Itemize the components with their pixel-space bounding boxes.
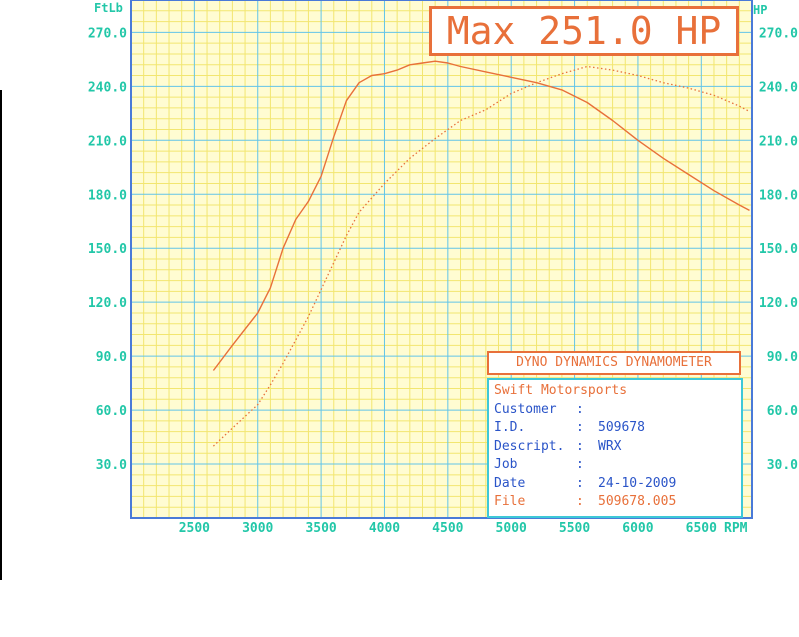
descript-row: Descript.: WRX [494, 438, 741, 457]
y-left-unit-label: FtLb [94, 1, 123, 15]
series-line-torque [212, 60, 750, 371]
y-left-tick-label: 240.0 [88, 80, 127, 95]
job-label: Job [494, 457, 518, 472]
y-right-tick-label: 180.0 [759, 188, 798, 203]
file-label: File [494, 494, 526, 509]
run-info-panel: Swift Motorsports Customer: I.D.:509678 … [487, 378, 743, 518]
page-edge [0, 90, 2, 580]
x-axis: 2500 3000 3500 4000 4500 5000 5500 6000 6500 [179, 521, 717, 536]
customer-label: Customer [494, 401, 557, 417]
y-axis-left: 30.0 60.0 90.0 120.0 150.0 180.0 210.0 240.0 270… [88, 26, 127, 473]
x-tick-label: 3500 [305, 521, 336, 536]
y-left-tick-label: 150.0 [88, 242, 127, 257]
job-colon: : [576, 457, 584, 472]
x-tick-label: 4000 [369, 521, 400, 536]
shop-name: Swift Motorsports [494, 383, 628, 398]
y-right-tick-label: 60.0 [767, 404, 798, 419]
y-left-tick-label: 270.0 [88, 26, 127, 41]
x-tick-label: 5500 [559, 521, 590, 536]
x-unit-label: RPM [724, 521, 748, 536]
x-tick-label: 4500 [432, 521, 463, 536]
x-tick-label: 5000 [496, 521, 527, 536]
file-row: File:509678.005 [494, 493, 741, 512]
customer-colon: : [576, 401, 584, 417]
x-tick-label: 2500 [179, 521, 210, 536]
id-colon: : [576, 420, 584, 435]
y-right-unit-label: HP [753, 3, 767, 17]
descript-value: WRX [598, 438, 622, 454]
y-right-tick-label: 120.0 [759, 296, 798, 311]
y-right-tick-label: 90.0 [767, 350, 798, 365]
dyno-title: DYNO DYNAMICS DYNAMOMETER [487, 351, 741, 375]
y-right-tick-label: 270.0 [759, 26, 798, 41]
y-right-tick-label: 30.0 [767, 458, 798, 473]
y-left-tick-label: 180.0 [88, 188, 127, 203]
y-right-tick-label: 150.0 [759, 242, 798, 257]
file-colon: : [576, 494, 584, 509]
x-tick-label: 6000 [622, 521, 653, 536]
max-power-label: Max 251.0 HP [429, 6, 739, 56]
y-left-tick-label: 60.0 [96, 404, 127, 419]
id-value: 509678 [598, 420, 645, 435]
grid [131, 0, 752, 518]
y-right-tick-label: 210.0 [759, 134, 798, 149]
series-line-power [212, 65, 750, 447]
id-label: I.D. [494, 420, 526, 435]
y-left-tick-label: 210.0 [88, 134, 127, 149]
file-value: 509678.005 [598, 494, 677, 509]
id-row: I.D.:509678 [494, 419, 741, 438]
job-row: Job: [494, 456, 741, 475]
y-left-tick-label: 30.0 [96, 458, 127, 473]
customer-row: Customer: [494, 401, 741, 420]
descript-colon: : [576, 438, 584, 454]
y-left-tick-label: 90.0 [96, 350, 127, 365]
curves [212, 60, 750, 447]
date-row: Date:24-10-2009 [494, 475, 741, 494]
y-left-tick-label: 120.0 [88, 296, 127, 311]
date-label: Date [494, 475, 526, 491]
x-tick-label: 6500 [686, 521, 717, 536]
plot-frame [130, 0, 753, 519]
x-tick-label: 3000 [242, 521, 273, 536]
descript-label: Descript. [494, 438, 565, 454]
date-value: 24-10-2009 [598, 475, 677, 491]
y-axis-right: 30.0 60.0 90.0 120.0 150.0 180.0 210.0 240.0 270… [759, 26, 798, 473]
date-colon: : [576, 475, 584, 491]
y-right-tick-label: 240.0 [759, 80, 798, 95]
